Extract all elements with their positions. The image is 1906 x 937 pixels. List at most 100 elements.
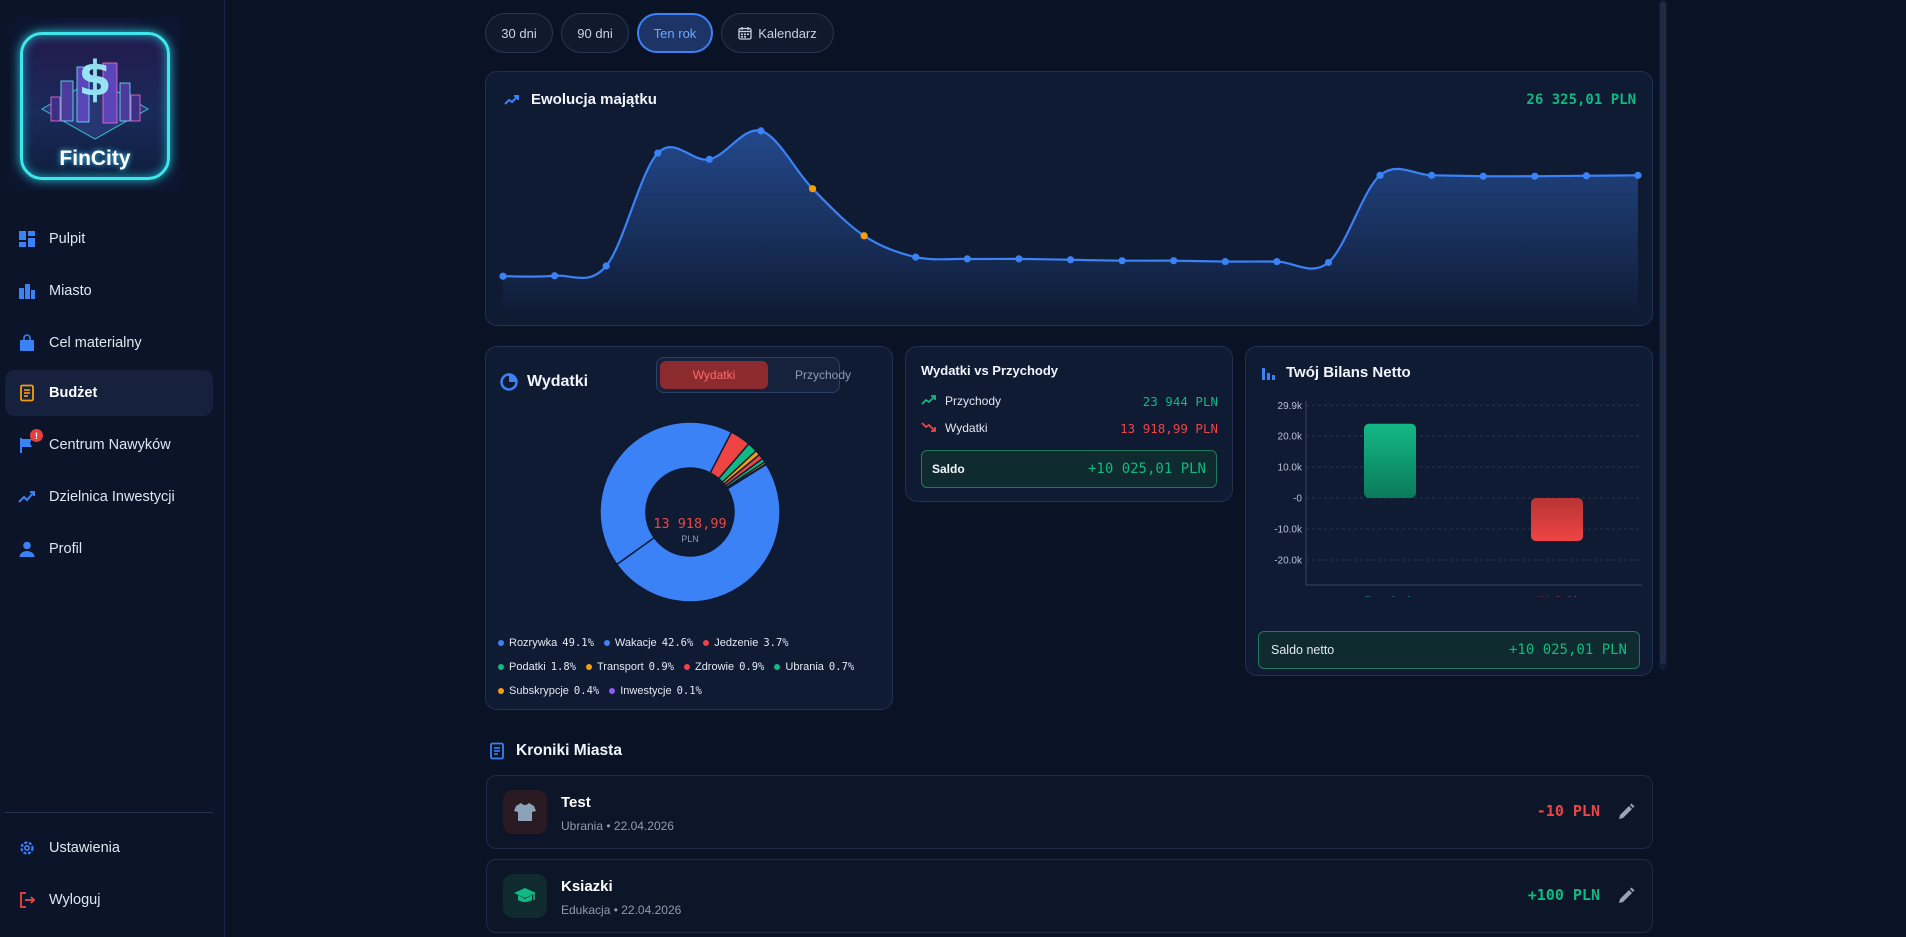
donut-slice-inwestycje[interactable] [726,462,768,490]
wealth-data-point[interactable] [1170,257,1178,265]
net-saldo-box: Saldo netto +10 025,01 PLN [1258,631,1640,669]
sidebar-item-label: Pulpit [49,231,86,247]
wealth-data-point[interactable] [757,127,765,135]
period-tab-label: Kalendarz [758,25,817,41]
sidebar-item-budzet[interactable]: Budżet [5,370,213,416]
bar-przychody[interactable] [1364,423,1416,498]
legend-item-podatki: Podatki 1.8% [498,661,576,673]
period-tab-this-year[interactable]: Ten rok [637,13,713,53]
city-icon [17,281,37,301]
legend-percent: 0.1% [676,685,702,697]
wealth-data-point[interactable] [1066,256,1075,264]
net-saldo-value: +10 025,01 PLN [1508,642,1627,658]
legend-color-dot [609,688,616,694]
donut-center-value: 13 918,99 [653,516,726,532]
receipt-icon [17,383,37,403]
wealth-data-point[interactable] [1376,171,1384,179]
legend-item-transport: Transport 0.9% [586,661,674,673]
edit-pencil-icon[interactable] [1616,886,1636,906]
sidebar-item-label: Budżet [49,385,98,401]
person-icon [17,539,37,559]
legend-label: Subskrypcje [509,685,569,697]
sidebar-item-wyloguj[interactable]: Wyloguj [5,877,213,923]
y-tick-label: 10.0k [1278,463,1303,474]
wealth-data-point[interactable] [1273,257,1281,266]
wealth-data-point[interactable] [1634,171,1642,179]
svg-text:$: $ [78,51,111,107]
net-balance-bar-chart: 29.9k 20.0k 10.0k -0 -10.0k -20.0k Przychody Wy… [1274,401,1642,597]
legend-item-wakacje: Wakacje 42.6% [603,637,693,649]
bar-wydatki[interactable] [1531,498,1583,542]
expenses-card: Wydatki Wydatki Przychody 13 918,99 PLN … [485,346,893,710]
transaction-item[interactable]: Ksiazki Edukacja • 22.04.2026 +100 PLN [486,859,1653,933]
wealth-data-point[interactable] [1479,172,1487,180]
legend-row: Subskrypcje 0.4% Inwestycje 0.1% [498,685,702,697]
edit-pencil-icon[interactable] [1616,802,1636,822]
transaction-amount: +100 PLN [1527,886,1600,904]
sidebar-item-label: Cel materialny [49,335,142,351]
sidebar-item-profil[interactable]: Profil [5,526,213,572]
sidebar-item-centrum-nawykow[interactable]: ! Centrum Nawyków [5,422,213,468]
scrollbar-thumb[interactable] [1660,2,1666,664]
wealth-data-point[interactable] [1582,172,1591,180]
saldo-box: Saldo +10 025,01 PLN [921,450,1217,488]
transaction-meta: Ubrania • 22.04.2026 [561,819,674,833]
donut-slice-rozrywka[interactable] [615,463,781,603]
legend-item-rozrywka: Rozrywka 49.1% [498,637,594,649]
legend-item-jedzenie: Jedzenie 3.7% [703,637,789,649]
wealth-data-point[interactable] [705,155,713,163]
donut-slice-wakacje[interactable] [599,421,733,566]
receipt-icon [490,742,504,760]
gear-icon [17,838,37,858]
y-tick-label: -10.0k [1274,525,1303,536]
sidebar-item-label: Centrum Nawyków [49,437,171,453]
wealth-data-point[interactable] [912,253,920,261]
toggle-expenses-button[interactable]: Wydatki [660,361,768,389]
tshirt-icon [503,790,547,834]
sidebar-item-dzielnica-inwestycji[interactable]: Dzielnica Inwestycji [5,474,213,520]
legend-label: Jedzenie [714,637,759,649]
transaction-category: Ubrania [561,819,604,833]
wealth-evolution-card: Ewolucja majątku 26 325,01 PLN [485,71,1653,326]
transaction-title: Test [561,794,591,811]
wealth-data-point[interactable] [654,149,662,157]
legend-item-subskrypcje: Subskrypcje 0.4% [498,685,599,697]
legend-item-ubrania: Ubrania 0.7% [774,661,854,673]
logo-text: FinCity [59,147,131,170]
wealth-data-point[interactable] [1324,258,1333,267]
legend-label: Ubrania [785,661,824,673]
wealth-data-point[interactable] [1531,172,1539,180]
sidebar-item-miasto[interactable]: Miasto [5,268,213,314]
sidebar-item-label: Profil [49,541,83,557]
toggle-income-button[interactable]: Przychody [794,368,852,382]
wealth-data-point[interactable] [1015,255,1023,263]
period-tab-90-days[interactable]: 90 dni [561,13,629,53]
period-tab-calendar[interactable]: Kalendarz [721,13,834,53]
sidebar-item-cel-materialny[interactable]: Cel materialny [5,320,213,366]
wealth-data-point[interactable] [808,185,817,193]
sidebar-item-ustawienia[interactable]: Ustawienia [5,825,213,871]
wealth-data-point[interactable] [963,255,971,263]
logout-icon [17,890,37,910]
app-logo[interactable]: $ FinCity [10,18,180,190]
wealth-data-point[interactable] [602,262,610,270]
sidebar-item-label: Ustawienia [49,840,120,856]
sidebar-item-pulpit[interactable]: Pulpit [5,216,213,262]
wealth-data-point[interactable] [550,272,559,280]
vs-card-title: Wydatki vs Przychody [921,363,1059,378]
legend-color-dot [498,640,504,646]
wealth-data-point[interactable] [1221,257,1229,266]
period-tab-30-days[interactable]: 30 dni [485,13,553,53]
expenses-donut-chart: 13 918,99 PLN [599,421,781,603]
wealth-data-point[interactable] [1118,257,1126,265]
period-tab-label: Ten rok [653,25,697,41]
sidebar-item-label: Wyloguj [49,892,101,908]
legend-color-dot [683,664,690,670]
transaction-item[interactable]: Test Ubrania • 22.04.2026 -10 PLN [486,775,1653,849]
wealth-data-point[interactable] [499,272,507,280]
wealth-data-point[interactable] [1428,171,1436,179]
legend-label: Podatki [509,661,546,673]
transaction-amount: -10 PLN [1536,802,1600,820]
sidebar-item-label: Miasto [49,283,92,299]
wealth-data-point[interactable] [860,232,868,240]
